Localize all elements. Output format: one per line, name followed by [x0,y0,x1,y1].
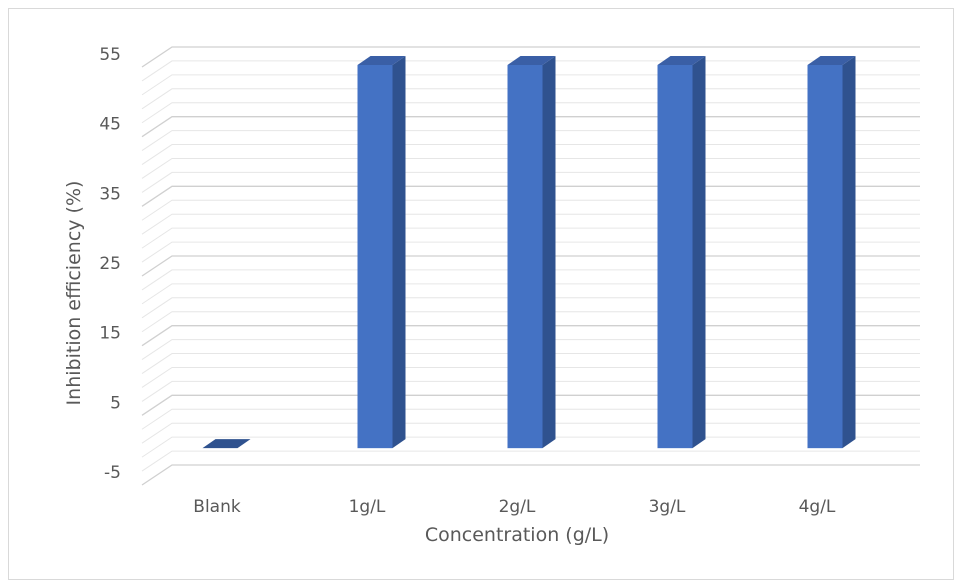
y-tick-labels: -5 5 15 25 35 45 55 [99,45,121,483]
chart-frame [8,8,954,580]
y-tick-label: 5 [110,393,121,413]
x-axis-title: Concentration (g/L) [425,524,609,546]
bar-side [542,56,556,449]
bar [202,439,251,449]
y-tick-label: 45 [99,115,121,135]
y-tick-label: -5 [104,463,121,483]
gridline [141,450,920,472]
bar-top [507,56,556,65]
bar [357,56,406,449]
bar-top [807,56,856,65]
x-tick-label: Blank [193,497,241,517]
bar-top [202,439,251,449]
bar [507,56,556,449]
bar-side [842,56,856,449]
bar-top [657,56,706,65]
y-tick-label: 25 [99,254,121,274]
y-axis-title: Inhibition efficiency (%) [63,181,85,406]
bar-front [507,65,543,449]
bars [202,56,856,449]
bar-front [357,65,393,449]
y-tick-label: 15 [99,324,121,344]
bar-front [657,65,693,449]
x-tick-label: 1g/L [349,497,386,517]
bar-side [692,56,706,449]
bar-top [357,56,406,65]
x-tick-label: 4g/L [799,497,836,517]
x-tick-labels: Blank 1g/L 2g/L 3g/L 4g/L [193,497,836,517]
gridline [141,46,920,68]
bar-front [807,65,843,449]
y-tick-label: 35 [99,184,121,204]
y-tick-label: 55 [99,45,121,65]
x-tick-label: 2g/L [499,497,536,517]
bar-side [392,56,406,449]
bar [657,56,706,449]
x-tick-label: 3g/L [649,497,686,517]
bar [807,56,856,449]
gridline [141,464,920,486]
